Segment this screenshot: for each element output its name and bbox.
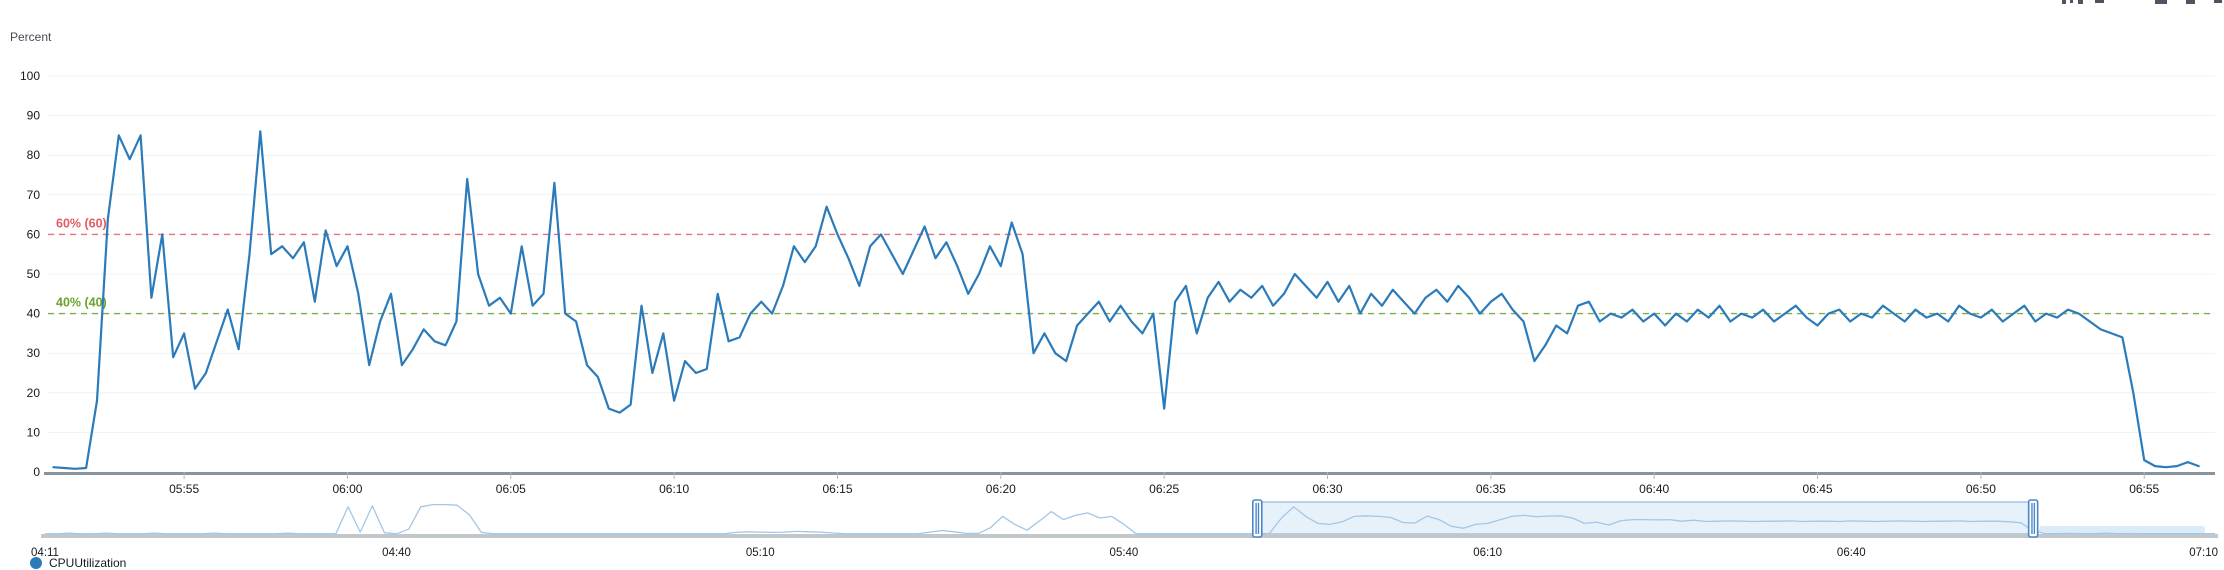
- legend: CPUUtilization: [30, 556, 126, 570]
- x-tick-label: 06:05: [496, 482, 526, 496]
- y-tick-label: 60: [27, 227, 41, 241]
- minimap-tick-label: 05:10: [746, 547, 775, 559]
- minimap-tick-label: 07:10: [2189, 547, 2218, 559]
- x-tick-label: 06:55: [2129, 482, 2159, 496]
- clipped-toolbar-text-fragment: [2214, 0, 2222, 3]
- y-tick-label: 30: [27, 346, 41, 360]
- x-tick-label: 06:15: [822, 482, 852, 496]
- clipped-toolbar-text-fragment: [2186, 0, 2195, 4]
- annotation-label-60: 60% (60): [56, 216, 107, 230]
- minimap-axis-labels: 04:11 04:40 05:10 05:40 06:10 06:40 07:10: [31, 547, 2218, 559]
- x-tick-label: 06:10: [659, 482, 689, 496]
- y-tick-label: 70: [27, 188, 41, 202]
- clipped-toolbar-text-fragment: [2070, 0, 2073, 3]
- minimap-tick-label: 06:10: [1473, 547, 1502, 559]
- minimap-residual-range: [2039, 526, 2205, 534]
- y-tick-label: 90: [27, 109, 41, 123]
- y-tick-label: 0: [33, 465, 40, 479]
- y-tick-label: 20: [27, 386, 41, 400]
- y-tick-label: 10: [27, 425, 41, 439]
- minimap-tick-label: 05:40: [1110, 547, 1139, 559]
- y-axis-unit-label: Percent: [10, 30, 52, 44]
- gridlines: [48, 75, 2215, 433]
- x-tick-label: 06:20: [986, 482, 1016, 496]
- legend-series-dot[interactable]: [30, 557, 42, 569]
- minimap-tick-label: 04:40: [382, 547, 411, 559]
- x-axis-labels: 05:55 06:00 06:05 06:10 06:15 06:20 06:25 06:30…: [169, 472, 2160, 496]
- x-tick-label: 06:00: [332, 482, 362, 496]
- brush-handle-left[interactable]: [1251, 499, 1263, 538]
- minimap-tick-label: 06:40: [1837, 547, 1866, 559]
- x-tick-label: 06:35: [1476, 482, 1506, 496]
- x-tick-label: 06:40: [1639, 482, 1669, 496]
- y-tick-label: 40: [27, 307, 41, 321]
- clipped-toolbar-text-fragment: [2095, 0, 2104, 3]
- main-timeseries-chart[interactable]: 0 10 20 30 40 50 60 70 80 90 100 05:55 06:00 06:05 06:…: [0, 0, 2224, 500]
- legend-series-label[interactable]: CPUUtilization: [49, 556, 127, 570]
- minimap-brush-selection[interactable]: [1256, 501, 2034, 535]
- x-tick-label: 06:45: [1803, 482, 1833, 496]
- clipped-toolbar-text-fragment: [2155, 0, 2167, 4]
- minimap-tick-label: 04:11: [31, 547, 59, 559]
- y-tick-label: 80: [27, 148, 41, 162]
- x-tick-label: 06:25: [1149, 482, 1179, 496]
- clipped-toolbar-text-fragment: [2062, 0, 2066, 4]
- y-axis-labels: 0 10 20 30 40 50 60 70 80 90 100: [20, 69, 40, 479]
- minimap-series-line: [45, 503, 2215, 535]
- x-tick-label: 06:30: [1312, 482, 1342, 496]
- y-tick-label: 100: [20, 69, 40, 83]
- y-tick-label: 50: [27, 267, 41, 281]
- x-tick-label: 05:55: [169, 482, 199, 496]
- series-line-cpuutilization[interactable]: [52, 130, 2200, 470]
- annotation-label-40: 40% (40): [56, 296, 107, 310]
- x-tick-label: 06:50: [1966, 482, 1996, 496]
- clipped-toolbar-text-fragment: [2078, 0, 2083, 4]
- brush-handle-right[interactable]: [2027, 499, 2039, 538]
